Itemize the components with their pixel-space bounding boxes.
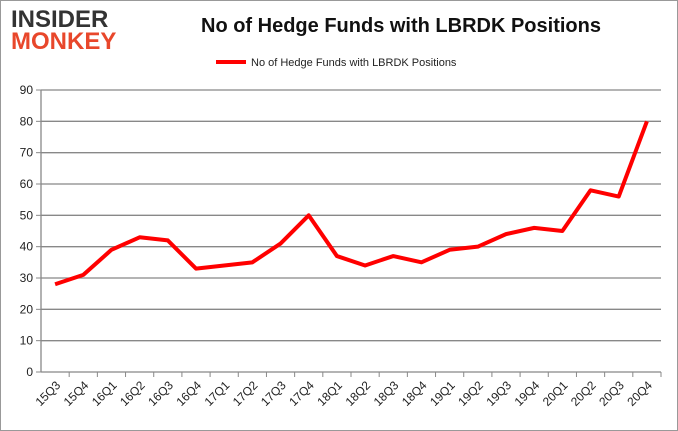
y-tick-label: 20 (20, 302, 34, 316)
x-tick-label: 19Q4 (512, 378, 543, 409)
y-tick-label: 60 (20, 177, 34, 191)
x-tick-label: 15Q3 (33, 378, 64, 409)
x-tick-label: 16Q2 (117, 378, 148, 409)
x-tick-label: 20Q1 (540, 378, 571, 409)
x-tick-label: 18Q2 (343, 378, 374, 409)
x-tick-label: 19Q2 (455, 378, 486, 409)
x-tick-label: 19Q1 (427, 378, 458, 409)
y-tick-label: 50 (20, 208, 34, 222)
x-tick-label: 16Q4 (173, 378, 204, 409)
x-tick-label: 15Q4 (61, 378, 92, 409)
series-line (54, 120, 649, 287)
x-tick-label: 19Q3 (483, 378, 514, 409)
x-tick-label: 18Q1 (314, 378, 345, 409)
x-tick-label: 20Q4 (624, 378, 655, 409)
x-tick-label: 20Q3 (596, 378, 627, 409)
y-tick-label: 70 (20, 146, 34, 160)
x-tick-label: 18Q4 (399, 378, 430, 409)
x-tick-label: 18Q3 (371, 378, 402, 409)
y-tick-label: 40 (20, 240, 34, 254)
y-tick-label: 10 (20, 334, 34, 348)
x-tick-label: 17Q1 (202, 378, 233, 409)
x-tick-label: 17Q2 (230, 378, 261, 409)
legend-label: No of Hedge Funds with LBRDK Positions (251, 57, 457, 69)
y-tick-label: 30 (20, 271, 34, 285)
x-tick-label: 17Q3 (258, 378, 289, 409)
insider-monkey-logo: INSIDER MONKEY (11, 6, 117, 55)
x-tick-label: 20Q2 (568, 378, 599, 409)
y-tick-label: 80 (20, 114, 34, 128)
y-tick-label: 90 (20, 83, 34, 97)
y-tick-label: 0 (26, 365, 33, 379)
x-tick-label: 16Q3 (145, 378, 176, 409)
chart-title: No of Hedge Funds with LBRDK Positions (201, 15, 601, 37)
x-tick-label: 16Q1 (89, 378, 120, 409)
x-tick-label: 17Q4 (286, 378, 317, 409)
